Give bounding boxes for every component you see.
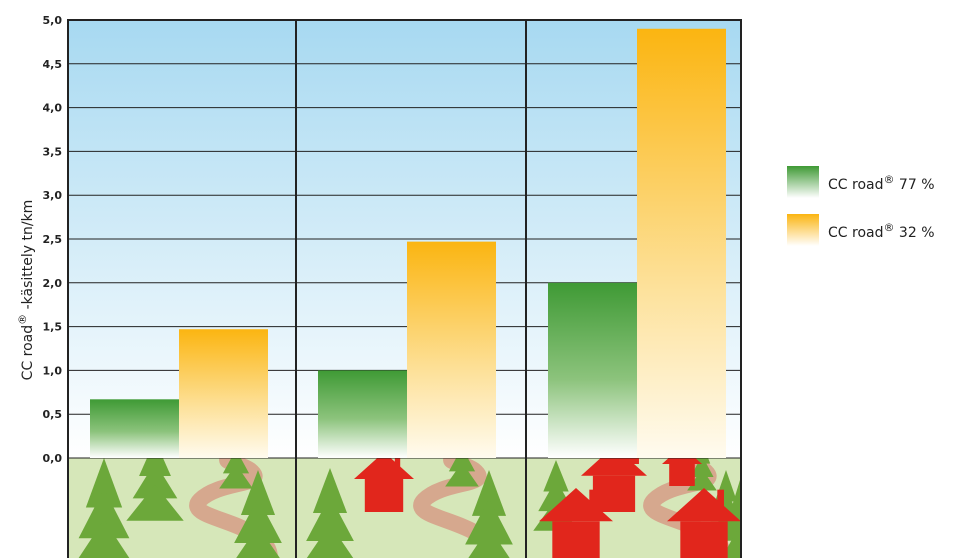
legend-swatch-32 [787, 214, 819, 246]
house-roof [667, 488, 741, 522]
y-tick-label: 5,0 [43, 14, 63, 27]
tree-layer [78, 488, 130, 539]
tree-layer [468, 527, 510, 558]
house-chimney [717, 489, 724, 507]
house-body [669, 464, 695, 486]
bar-cc-road-77 [548, 282, 637, 458]
tree-trunk [737, 550, 741, 558]
legend-label-77: CC road® 77 % [828, 173, 935, 193]
house-body [364, 479, 404, 512]
bar-cc-road-32 [637, 28, 726, 458]
tree-icon [126, 458, 184, 521]
tree-layer [240, 470, 276, 515]
tree-layer [132, 462, 178, 499]
house-roof [354, 458, 414, 479]
tree-layer [126, 484, 184, 521]
y-tick-label: 2,0 [43, 277, 63, 290]
tree-icon [78, 458, 130, 558]
tree-layer [219, 464, 253, 489]
legend-label-77-sup: ® [883, 173, 894, 186]
tree-layer [543, 460, 569, 492]
house-chimney [394, 458, 401, 467]
house-body [621, 458, 639, 464]
tree-layer [78, 519, 130, 558]
tree-icon [234, 470, 282, 558]
legend-label-77-base: CC road [828, 177, 883, 193]
tree-layer [236, 526, 280, 558]
tree-icon [306, 468, 354, 558]
landscape-illustrations [78, 458, 741, 558]
house-roof [539, 488, 613, 522]
y-tick-label: 0,5 [43, 408, 63, 421]
y-tick-label: 0,0 [43, 452, 63, 465]
y-tick-label: 2,5 [43, 233, 63, 246]
bar-cc-road-32 [179, 329, 268, 458]
tree-layer [234, 498, 282, 543]
tree-trunk [100, 554, 108, 558]
plot-frame [67, 19, 742, 558]
bar-cc-road-77 [90, 399, 179, 458]
legend-label-32: CC road® 32 % [828, 221, 935, 241]
house-roof [662, 458, 702, 464]
y-tick-label: 3,5 [43, 145, 63, 158]
tree-layer [306, 496, 354, 541]
tree-trunk [459, 479, 465, 486]
tree-trunk [326, 556, 334, 558]
house-icon [662, 458, 702, 486]
bars [90, 28, 726, 458]
y-tick-label: 4,5 [43, 58, 63, 71]
tree-layer [471, 470, 507, 516]
y-tick-label: 3,0 [43, 189, 63, 202]
tree-trunk [233, 481, 239, 488]
tree-icon [465, 470, 513, 558]
legend-label-32-sup: ® [883, 221, 894, 234]
tree-layer [85, 458, 123, 508]
y-tick-label: 1,5 [43, 321, 63, 334]
tree-layer [312, 468, 348, 513]
legend-label-32-rest: 32 % [894, 225, 934, 241]
tree-icon [445, 458, 479, 487]
house-icon [354, 458, 414, 512]
house-body [680, 521, 728, 558]
bar-cc-road-32 [407, 241, 496, 458]
y-axis-label-rest: -käsittely tn/km [20, 200, 36, 314]
tree-trunk [700, 484, 704, 490]
y-axis-label-base: CC road [20, 325, 36, 380]
y-tick-label: 4,0 [43, 102, 63, 115]
house-body [552, 521, 600, 558]
legend-label-32-base: CC road [828, 225, 883, 241]
tree-layer [729, 480, 741, 516]
house-body [592, 475, 636, 512]
tree-layer [690, 458, 714, 478]
legend: CC road® 77 % CC road® 32 % [787, 166, 935, 246]
y-tick-label: 1,0 [43, 364, 63, 377]
y-tick-labels: 0,0 0,5 1,0 1,5 2,0 2,5 3,0 3,5 4,0 4,5 5,0 [43, 14, 63, 465]
house-icon [539, 488, 613, 558]
bar-cc-road-77 [318, 370, 407, 458]
house-icon [667, 488, 741, 558]
tree-layer [306, 524, 354, 558]
house-chimney [589, 489, 596, 507]
tree-icon [219, 458, 253, 489]
legend-swatch-77 [787, 166, 819, 198]
legend-label-77-rest: 77 % [894, 177, 934, 193]
house-icon [621, 458, 639, 464]
tree-layer [465, 498, 513, 545]
y-axis-label: CC road® -käsittely tn/km [16, 200, 36, 381]
y-axis-label-sup: ® [16, 314, 29, 325]
tree-layer [445, 462, 479, 487]
tree-trunk [151, 510, 159, 520]
